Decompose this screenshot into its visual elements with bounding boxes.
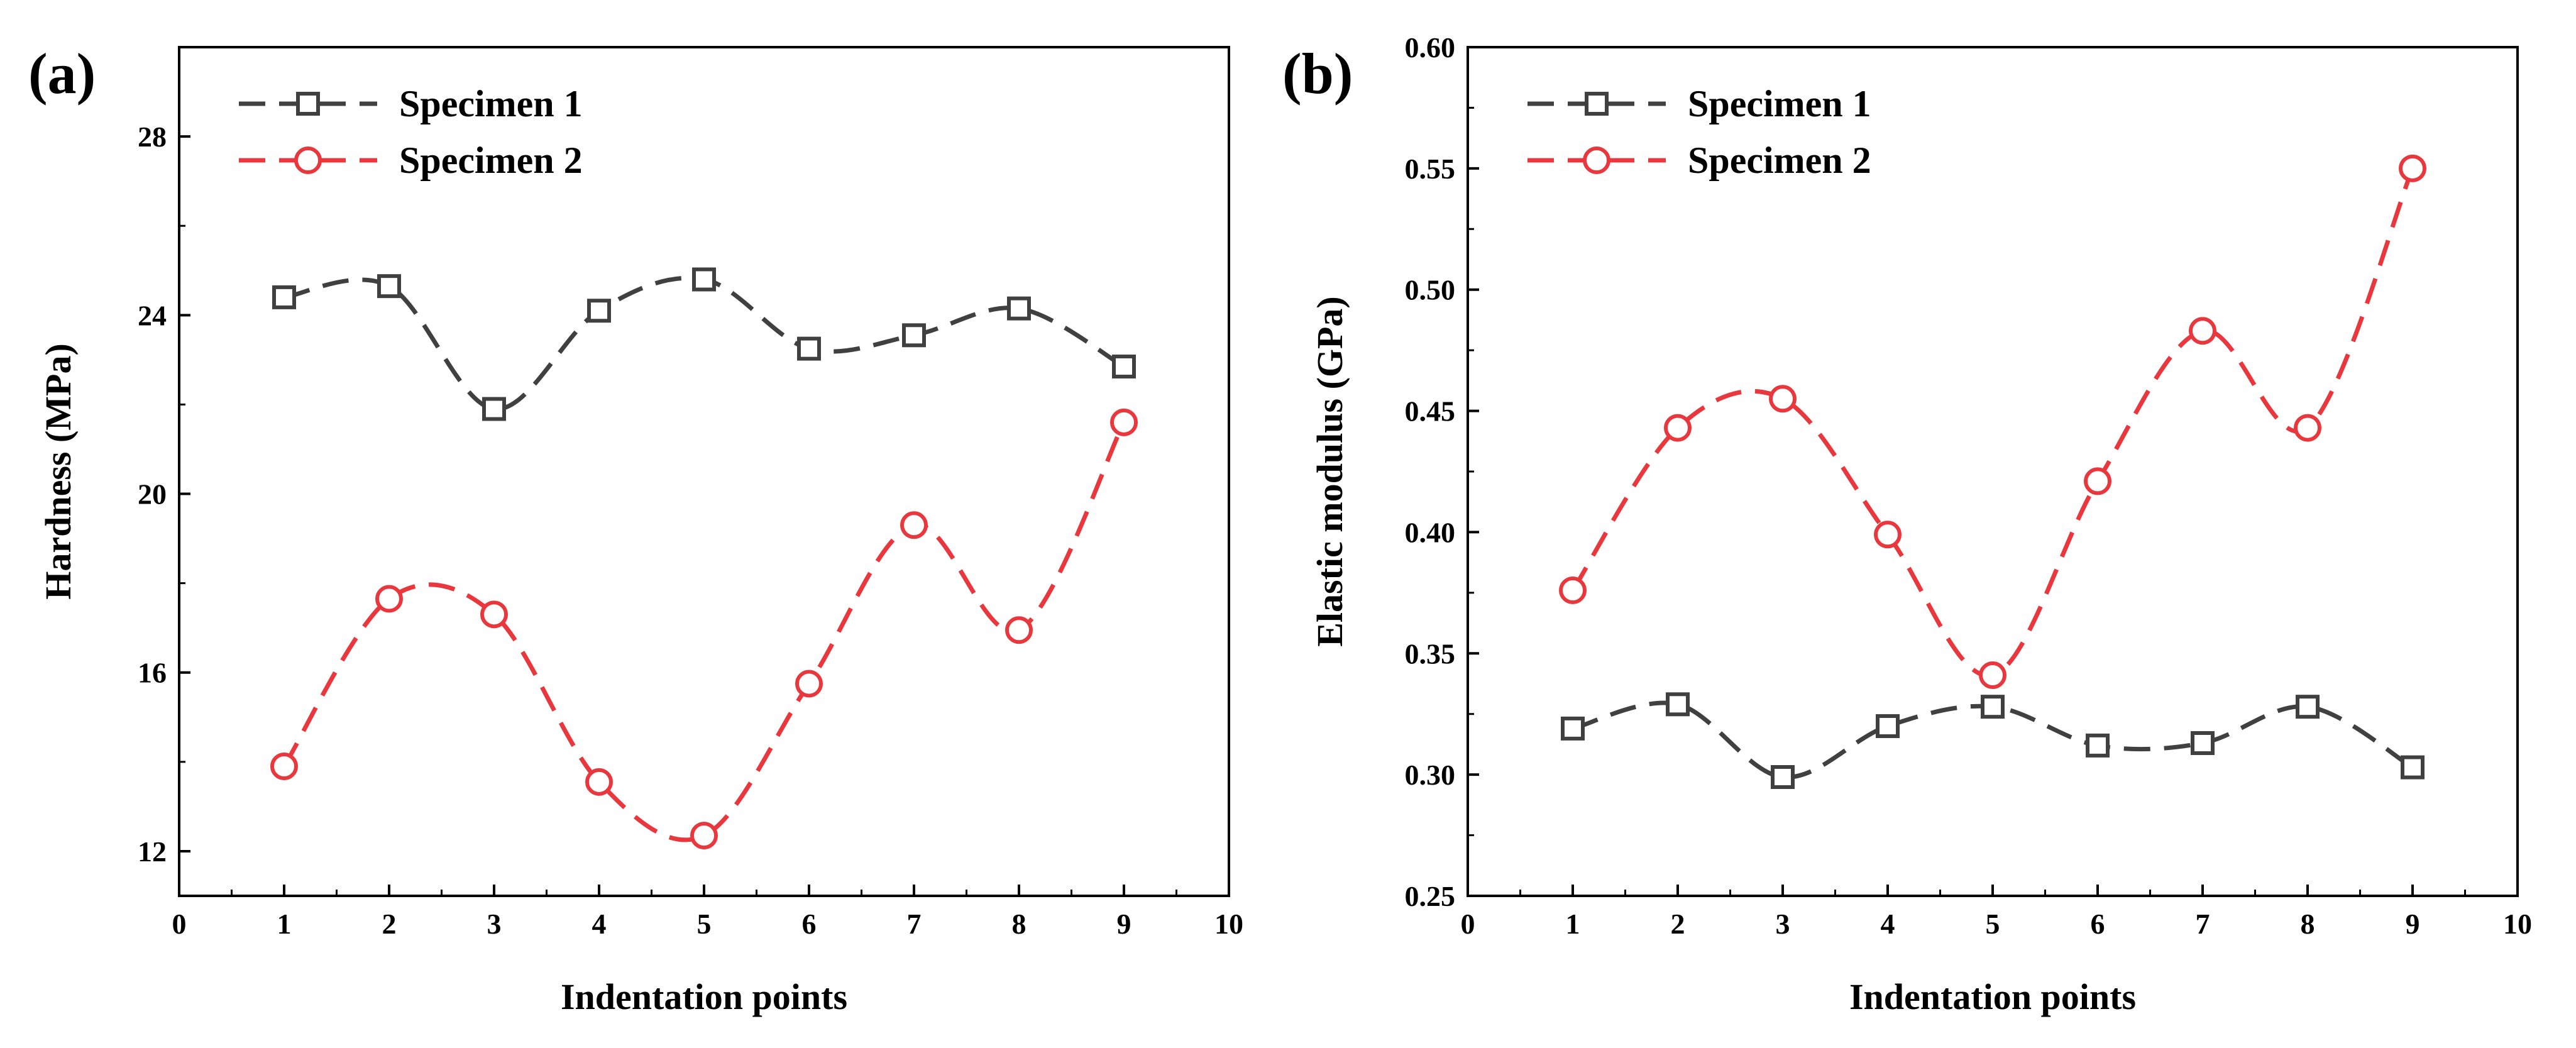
x-tick-label: 2 [382,908,397,940]
legend-label-specimen-1: Specimen 1 [1688,83,1871,124]
data-point-square [482,397,506,421]
data-point-circle [2294,414,2321,442]
data-point-square [1112,355,1136,379]
legend-marker-square [296,92,320,116]
data-point-circle [1005,616,1033,644]
data-point-circle [900,511,928,539]
data-point-square [1771,765,1795,789]
x-tick-label: 6 [802,908,817,940]
data-point-circle [375,585,403,613]
x-axis-title: Indentation points [1849,976,2136,1017]
x-tick-label: 4 [1881,908,1895,940]
data-point-square [377,274,401,299]
series-line-specimen-2 [282,421,1126,842]
x-tick-label: 4 [592,908,607,940]
x-tick-label: 6 [2091,908,2105,940]
x-tick-label: 9 [1117,908,1131,940]
data-point-square [2191,731,2215,755]
data-point-circle [1110,408,1138,436]
y-tick-label: 0.40 [1405,516,1456,548]
y-tick-label: 0.25 [1405,880,1456,912]
y-axis-title: Elastic modulus (GPa) [1309,296,1350,647]
y-tick-label: 28 [138,121,167,153]
x-tick-label: 7 [907,908,922,940]
data-point-circle [1979,661,2006,689]
x-tick-label: 5 [1986,908,2000,940]
x-tick-label: 1 [277,908,292,940]
y-tick-label: 24 [138,299,167,331]
y-tick-label: 0.35 [1405,637,1456,670]
data-point-circle [1769,385,1797,413]
x-tick-label: 10 [1214,908,1243,940]
x-tick-label: 3 [1776,908,1790,940]
panel-label: (b) [1282,41,1353,106]
x-tick-label: 5 [697,908,712,940]
x-tick-label: 2 [1671,908,1685,940]
legend-marker-circle [294,146,322,174]
x-tick-label: 10 [2503,908,2532,940]
legend-marker-square [1585,92,1609,116]
data-point-circle [2084,467,2111,495]
legend-label-specimen-2: Specimen 2 [399,140,583,181]
data-point-square [1876,714,1900,738]
x-tick-label: 0 [172,908,187,940]
x-tick-label: 9 [2406,908,2420,940]
data-point-circle [795,670,823,698]
data-point-square [1981,695,2005,719]
legend-label-specimen-2: Specimen 2 [1688,140,1871,181]
panel-label: (a) [28,41,96,106]
data-point-circle [690,822,718,850]
y-tick-label: 12 [138,836,167,868]
data-point-square [272,285,296,309]
y-tick-label: 0.50 [1405,274,1456,306]
y-tick-label: 0.60 [1405,31,1456,63]
legend-label-specimen-1: Specimen 1 [399,83,583,124]
y-tick-label: 16 [138,657,167,689]
data-point-square [1666,692,1690,717]
data-point-square [902,323,926,348]
data-point-circle [585,768,613,796]
x-tick-label: 8 [1012,908,1027,940]
legend-marker-circle [1583,146,1610,174]
x-tick-label: 0 [1461,908,1475,940]
x-tick-label: 3 [487,908,502,940]
x-tick-label: 7 [2196,908,2210,940]
y-tick-label: 20 [138,478,167,510]
data-point-circle [1559,576,1587,604]
data-point-square [797,336,821,361]
data-point-circle [2399,154,2426,182]
x-tick-label: 1 [1566,908,1580,940]
panel-b-elastic-modulus-chart: 0 1 2 3 4 5 6 7 8 9 10 0.25 0.30 0.35 0.40 0.45 0.50 0.55… [1282,31,2532,1017]
x-tick-label: 8 [2301,908,2315,940]
data-point-circle [480,600,508,629]
data-point-square [587,299,611,323]
data-point-circle [2189,317,2216,345]
data-point-circle [270,752,298,780]
y-tick-label: 0.45 [1405,395,1456,427]
y-axis-title: Hardness (MPa) [38,343,79,600]
data-point-square [1007,296,1031,321]
data-point-square [692,267,716,292]
data-point-square [1561,716,1585,741]
data-point-square [2401,755,2425,780]
y-tick-label: 0.55 [1405,153,1456,185]
data-point-square [2086,733,2110,758]
y-tick-label: 0.30 [1405,759,1456,791]
data-point-square [2296,695,2320,719]
x-axis-title: Indentation points [561,976,847,1017]
data-point-circle [1874,521,1902,549]
data-point-circle [1664,414,1692,442]
